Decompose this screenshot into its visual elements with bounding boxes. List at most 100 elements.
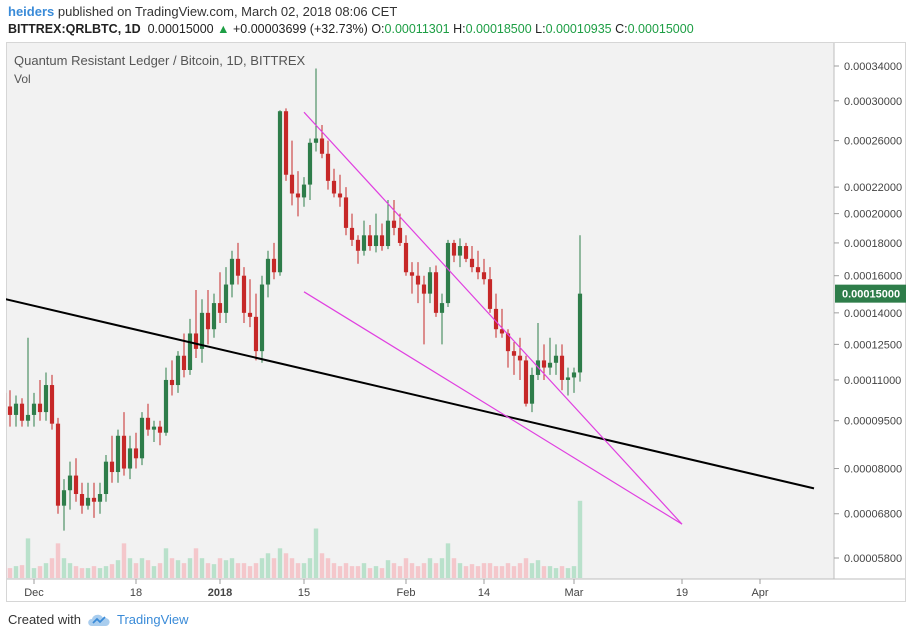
candle-body (367, 235, 373, 247)
volume-bar (379, 568, 385, 578)
candle-body (415, 275, 421, 285)
candle-body (409, 272, 415, 276)
volume-bar (79, 568, 85, 578)
volume-bar (253, 563, 259, 578)
volume-bar (433, 563, 439, 578)
candle-body (295, 193, 301, 198)
published-text: published on TradingView.com, March 02, … (54, 4, 398, 19)
candle-body (271, 258, 277, 273)
last-price-label: 0.00015000 (842, 289, 900, 301)
close-value: 0.00015000 (627, 22, 694, 36)
volume-bar (535, 560, 541, 578)
volume-bar (517, 563, 523, 578)
candle-body (133, 448, 139, 459)
candle-body (181, 355, 187, 371)
volume-bar (349, 566, 355, 578)
candle-body (397, 227, 403, 243)
volume-bar (61, 558, 67, 578)
candle-body (433, 272, 439, 313)
candle-body (289, 174, 295, 194)
publish-info: heiders published on TradingView.com, Ma… (8, 4, 397, 19)
time-tick-label: 18 (130, 587, 142, 599)
candle-body (193, 333, 199, 349)
candle-body (577, 293, 583, 373)
tradingview-link[interactable]: TradingView (117, 612, 189, 627)
volume-bar (361, 563, 367, 578)
price-tick-label: 0.00018000 (844, 238, 902, 250)
time-tick-label: Dec (24, 587, 44, 599)
candle-body (187, 333, 193, 371)
candle-body (541, 360, 547, 368)
price-tick-label: 0.00008000 (844, 464, 902, 476)
candle-body (157, 426, 163, 433)
created-with-label: Created with (8, 612, 81, 627)
volume-bar (475, 566, 481, 578)
volume-bar (19, 565, 25, 578)
volume-bar (169, 558, 175, 578)
volume-bar (445, 543, 451, 578)
volume-bar (13, 566, 19, 578)
candle-body (139, 417, 145, 459)
candlestick-chart[interactable]: 0.00034000 0.00030000 0.00026000 0.00022000… (0, 42, 906, 602)
volume-bar (487, 563, 493, 578)
candle-body (55, 423, 61, 506)
price-tick-label: 0.00014000 (844, 308, 902, 320)
open-label: O: (371, 22, 385, 36)
volume-bar (319, 553, 325, 578)
candle-body (301, 184, 307, 198)
candle-body (487, 279, 493, 309)
price-tick-label: 0.00016000 (844, 271, 902, 283)
candle-body (475, 267, 481, 273)
candle-body (523, 360, 529, 404)
candle-body (361, 235, 367, 251)
candle-body (451, 242, 457, 256)
volume-bar (241, 563, 247, 578)
trend-lines (0, 111, 815, 525)
volume-bar (373, 566, 379, 578)
change-value: +0.00003699 (+32.73%) (232, 22, 368, 36)
volume-bar (25, 538, 31, 578)
volume-bar (481, 563, 487, 578)
candle-body (571, 372, 577, 378)
price-tick-label: 0.00012500 (844, 339, 902, 351)
volume-bar (181, 563, 187, 578)
volume-bar (73, 566, 79, 578)
price-tick-label: 0.00026000 (844, 136, 902, 148)
volume-bar (205, 563, 211, 578)
volume-bar (421, 563, 427, 578)
time-tick-label: Apr (751, 587, 768, 599)
candle-body (217, 303, 223, 313)
chart-header: heiders published on TradingView.com, Ma… (0, 0, 912, 40)
candle-body (253, 316, 259, 352)
volume-bar (37, 566, 43, 578)
volume-bar (571, 566, 577, 578)
candle-body (115, 435, 121, 473)
candle-body (97, 494, 103, 502)
plot-frame (6, 42, 906, 602)
candle-body (511, 351, 517, 356)
volume-bar (367, 568, 373, 578)
author-link[interactable]: heiders (8, 4, 55, 19)
candle-body (127, 448, 133, 469)
candle-body (481, 272, 487, 280)
candle-body (517, 355, 523, 361)
volume-bar (277, 548, 283, 578)
volume-bar (553, 568, 559, 578)
volume-bar (31, 568, 37, 578)
candle-body (319, 138, 325, 154)
volume-bar (565, 568, 571, 578)
candle-body (19, 403, 25, 421)
candle-body (457, 246, 463, 256)
candle-body (391, 220, 397, 228)
volume-bar (457, 563, 463, 578)
plot-background (6, 42, 834, 579)
chart-area[interactable]: 0.00034000 0.00030000 0.00026000 0.00022000… (0, 42, 906, 602)
time-axis: Dec 18 2018 15 Feb 14 Mar 19 Apr (24, 579, 769, 599)
candle-body (205, 312, 211, 330)
candle-body (373, 235, 379, 247)
price-tick-label: 0.00006800 (844, 509, 902, 521)
volume-bar (559, 566, 565, 578)
candle-body (229, 258, 235, 285)
price-tick-label: 0.00022000 (844, 182, 902, 194)
volume-bar (163, 548, 169, 578)
